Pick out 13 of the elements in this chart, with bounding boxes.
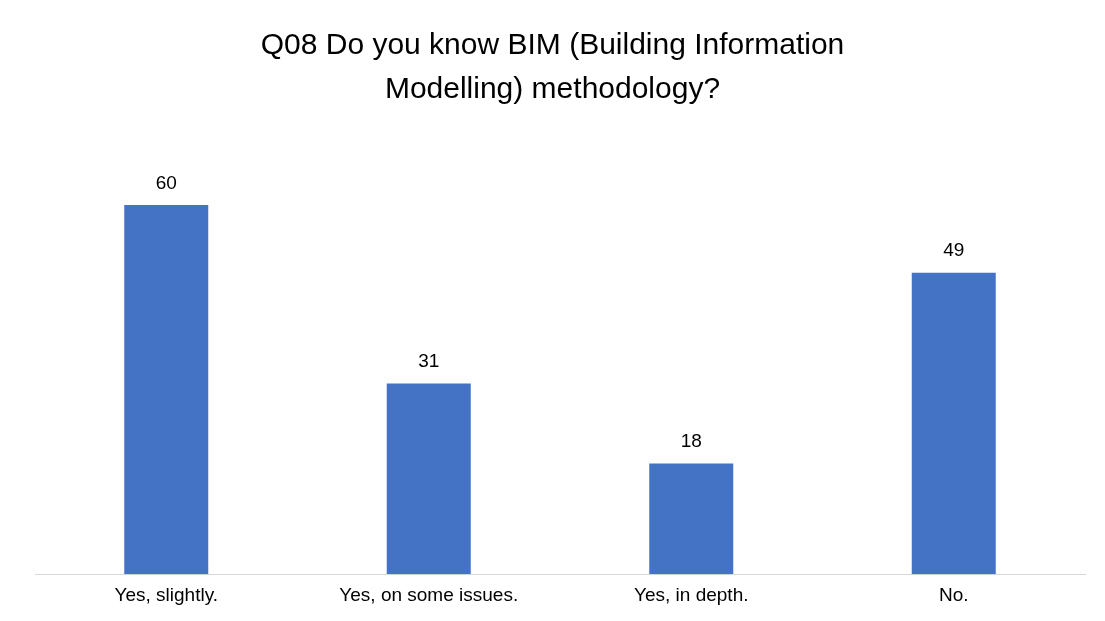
x-tick-label: No. bbox=[938, 583, 969, 605]
bar bbox=[911, 272, 996, 575]
bar bbox=[124, 205, 209, 575]
x-tick-label: Yes, on some issues. bbox=[339, 583, 519, 605]
x-tick-label: Yes, slightly. bbox=[114, 583, 218, 605]
data-label: 18 bbox=[680, 430, 702, 452]
data-label: 60 bbox=[155, 171, 177, 193]
data-label: 31 bbox=[418, 350, 440, 372]
bar bbox=[649, 463, 734, 575]
bar bbox=[386, 383, 471, 575]
chart-title: Q08 Do you know BIM (Building Information Modelling) methodology? bbox=[259, 26, 846, 106]
data-label: 49 bbox=[943, 239, 965, 261]
x-tick-label: Yes, in depth. bbox=[634, 583, 749, 605]
